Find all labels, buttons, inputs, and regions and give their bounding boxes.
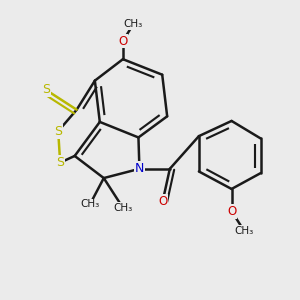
Text: O: O <box>227 205 236 218</box>
Text: S: S <box>42 83 50 96</box>
Text: O: O <box>158 195 167 208</box>
Text: S: S <box>54 125 62 138</box>
Text: S: S <box>56 156 64 169</box>
Text: O: O <box>118 34 128 47</box>
Text: N: N <box>135 162 144 175</box>
Text: CH₃: CH₃ <box>124 19 143 29</box>
Text: CH₃: CH₃ <box>235 226 254 236</box>
Text: CH₃: CH₃ <box>80 200 100 209</box>
Text: CH₃: CH₃ <box>113 203 133 213</box>
